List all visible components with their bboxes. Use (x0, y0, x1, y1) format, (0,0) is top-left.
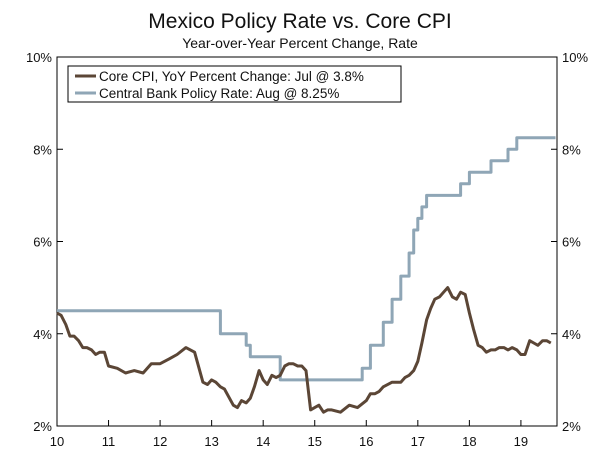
y-tick-label-left: 8% (33, 142, 52, 157)
x-tick-label: 16 (359, 434, 373, 449)
x-tick-label: 17 (411, 434, 425, 449)
y-tick-label-left: 4% (33, 327, 52, 342)
x-tick-label: 13 (204, 434, 218, 449)
y-tick-label-left: 10% (26, 50, 52, 65)
y-tick-label-right: 10% (562, 50, 588, 65)
legend-label-policy-rate: Central Bank Policy Rate: Aug @ 8.25% (99, 86, 339, 101)
x-tick-label: 19 (514, 434, 528, 449)
y-tick-label-right: 8% (562, 142, 581, 157)
series-layer (56, 136, 556, 414)
chart-subtitle: Year-over-Year Percent Change, Rate (182, 35, 418, 51)
x-tick-label: 11 (102, 434, 116, 449)
x-tick-label: 10 (50, 434, 64, 449)
legend-label-core-cpi: Core CPI, YoY Percent Change: Jul @ 3.8% (99, 69, 364, 84)
series-line-core-cpi (56, 286, 552, 414)
x-tick-label: 18 (462, 434, 476, 449)
y-tick-label-right: 4% (562, 327, 581, 342)
y-tick-label-left: 2% (33, 419, 52, 434)
legend: Core CPI, YoY Percent Change: Jul @ 3.8%… (67, 65, 402, 103)
x-tick-label: 15 (307, 434, 321, 449)
x-tick-label: 14 (256, 434, 270, 449)
tick-layer: 2% 2% 4% 4% 6% 6% 8% 8% 10% 10% 10 11 12 13 14 15 16 17 18… (26, 50, 588, 449)
series-line-policy-rate (57, 136, 556, 382)
y-tick-label-left: 6% (33, 235, 52, 250)
chart-title: Mexico Policy Rate vs. Core CPI (148, 10, 451, 33)
x-tick-label: 12 (153, 434, 167, 449)
y-tick-label-right: 2% (562, 419, 581, 434)
legend-box (67, 65, 402, 103)
y-tick-label-right: 6% (562, 235, 581, 250)
plot-frame (56, 56, 558, 427)
